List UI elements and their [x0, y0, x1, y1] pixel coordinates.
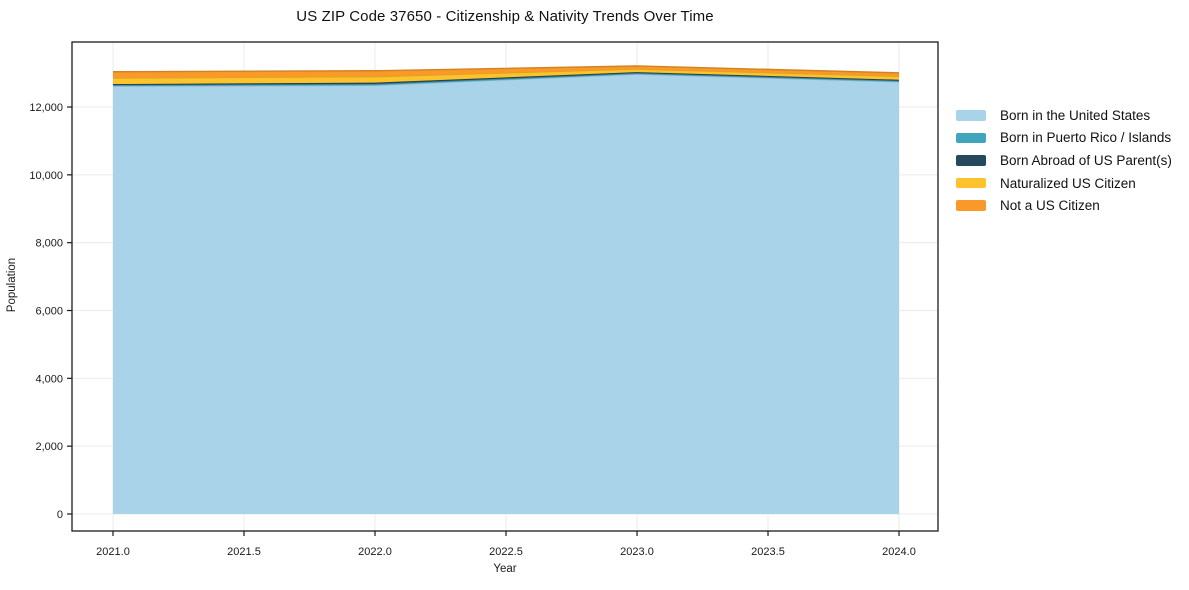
y-tick-label: 2,000: [35, 441, 63, 453]
legend-label: Born in Puerto Rico / Islands: [1000, 130, 1172, 146]
legend-swatch-born-abroad: [956, 155, 986, 166]
y-tick-label: 6,000: [35, 306, 63, 318]
y-tick-label: 8,000: [35, 238, 63, 250]
x-tick-label: 2024.0: [882, 546, 916, 558]
y-tick-label: 10,000: [29, 170, 63, 182]
legend-item-naturalized: Naturalized US Citizen: [956, 172, 1172, 195]
legend-swatch-born-in-us: [956, 110, 986, 121]
legend-swatch-puerto-rico: [956, 132, 986, 144]
x-tick-label: 2023.5: [751, 546, 785, 558]
legend-swatch-naturalized: [956, 177, 986, 189]
x-tick-label: 2022.0: [358, 546, 392, 558]
plot-border: [71, 41, 939, 532]
y-tick-label: 0: [57, 509, 63, 521]
legend-label: Not a US Citizen: [1000, 198, 1100, 214]
x-tick-label: 2022.5: [489, 546, 523, 558]
y-tick-label: 4,000: [35, 373, 63, 385]
area-series-1: [113, 73, 900, 87]
area-series-0: [113, 74, 900, 515]
legend-item-not-citizen: Not a US Citizen: [956, 194, 1172, 217]
legend: Born in the United States Born in Puerto…: [956, 104, 1172, 217]
x-axis-label: Year: [493, 563, 517, 575]
legend-label: Born in the United States: [1000, 107, 1151, 123]
legend-item-born-abroad: Born Abroad of US Parent(s): [956, 149, 1172, 172]
y-tick-label: 12,000: [29, 102, 63, 114]
y-axis-label: Population: [6, 257, 18, 313]
legend-label: Naturalized US Citizen: [1000, 175, 1136, 191]
x-tick-label: 2021.0: [96, 546, 130, 558]
legend-label: Born Abroad of US Parent(s): [1000, 152, 1172, 168]
x-tick-label: 2021.5: [227, 546, 261, 558]
legend-item-born-in-us: Born in the United States: [956, 104, 1172, 127]
chart-title: US ZIP Code 37650 - Citizenship & Nativi…: [296, 8, 714, 25]
x-tick-label: 2023.0: [620, 546, 654, 558]
legend-swatch-not-citizen: [956, 200, 986, 211]
area-series-4: [113, 65, 900, 79]
area-series-3: [113, 69, 900, 85]
area-edge-series-4: [112, 65, 900, 74]
legend-item-puerto-rico: Born in Puerto Rico / Islands: [956, 127, 1172, 150]
